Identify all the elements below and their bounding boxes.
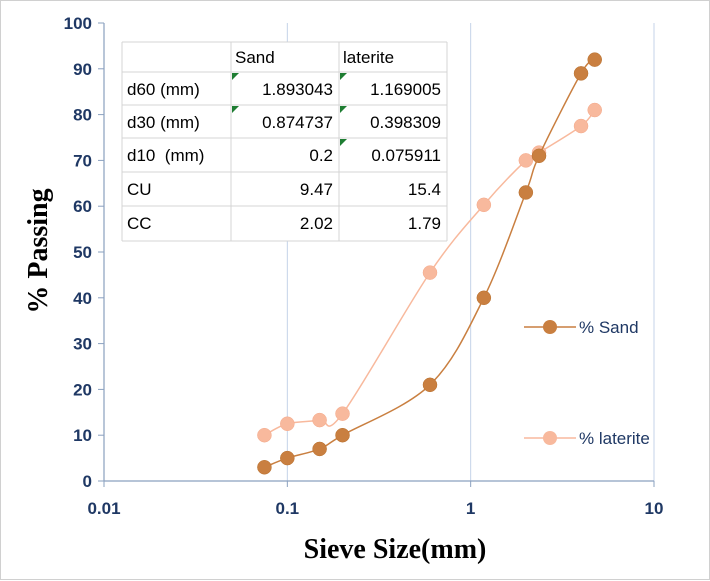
y-tick-label: 90 [73,60,92,79]
data-point-sand [257,460,272,475]
table-row-label: d10 (mm) [127,146,204,165]
legend-label: % Sand [579,318,639,337]
y-tick-label: 60 [73,197,92,216]
cell-indicator [232,73,239,80]
x-tick-label: 10 [645,499,664,518]
table-value-cell: 0.398309 [370,113,441,132]
series-line-sand [264,59,596,468]
y-tick-label: 40 [73,289,92,308]
legend: % Sand % laterite [524,318,650,448]
x-tick-label: 0.1 [276,499,300,518]
data-point-laterite [422,265,438,280]
data-point-sand [422,377,438,393]
table-row-label: d30 (mm) [127,113,200,132]
x-tick-label: 1 [466,499,475,518]
table-background [122,42,447,241]
axes: 0 10 20 30 40 50 60 70 80 90 100 0.01 0.1 1 10 [64,14,664,518]
x-axis-title: Sieve Size(mm) [304,534,487,565]
y-tick-label: 20 [73,380,92,399]
y-tick-label: 0 [83,472,92,491]
data-point-sand [587,52,602,67]
data-point-laterite [476,197,492,213]
data-point-sand [280,450,295,466]
data-point-laterite [573,118,589,134]
cell-indicator [340,106,347,113]
table-header-cell: laterite [343,48,394,67]
table-row-label: CU [127,180,152,199]
legend-label: % laterite [579,429,650,448]
data-point-laterite [518,153,534,168]
cell-indicator [340,73,347,80]
table-row-label: d60 (mm) [127,80,200,99]
summary-table: Sand laterite d60 (mm) 1.893043 1.169005 d30 … [121,41,448,242]
series-line-laterite [264,109,596,436]
y-tick-label: 80 [73,106,92,125]
table-header-cell: Sand [235,48,275,67]
table-value-cell: 0.075911 [371,146,441,165]
data-point-sand [476,290,492,306]
x-tick-label: 0.01 [87,499,120,518]
data-point-laterite [312,412,327,428]
y-tick-label: 30 [73,335,92,354]
data-point-sand [335,427,350,443]
table-value-cell: 0.874737 [262,113,333,132]
legend-marker [543,431,557,445]
data-point-sand [518,185,534,200]
table-value-cell: 0.2 [309,146,333,165]
table-value-cell: 15.4 [408,180,441,199]
table-value-cell: 2.02 [300,214,333,233]
table-value-cell: 1.893043 [262,80,333,99]
table-value-cell: 9.47 [300,180,333,199]
y-tick-label: 10 [73,426,92,445]
data-point-laterite [587,102,602,118]
y-tick-label: 50 [73,243,92,262]
data-point-sand [573,66,589,81]
data-point-sand [312,441,327,457]
table-value-cell: 1.79 [408,214,441,233]
legend-marker [543,320,557,334]
y-axis-title: % Passing [23,188,54,313]
cell-indicator [340,139,347,146]
series-layer [257,52,602,475]
y-tick-label: 100 [64,14,92,33]
cell-indicator [232,106,239,113]
table-row-label: CC [127,214,152,233]
data-point-laterite [335,406,350,421]
data-point-laterite [257,427,272,443]
data-point-laterite [280,416,295,431]
y-tick-label: 70 [73,151,92,170]
table-value-cell: 1.169005 [370,80,441,99]
data-point-sand [531,148,547,164]
